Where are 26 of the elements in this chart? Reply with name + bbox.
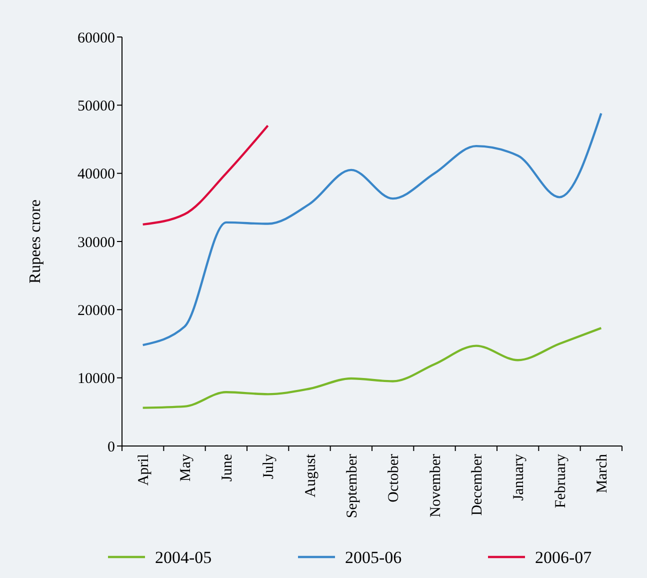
x-tick-label: August bbox=[302, 453, 319, 498]
legend-label: 2005-06 bbox=[345, 548, 402, 567]
y-tick-label: 30000 bbox=[78, 234, 115, 251]
x-tick-label: January bbox=[511, 454, 528, 501]
x-tick-label: March bbox=[594, 454, 610, 494]
line-series bbox=[142, 124, 269, 226]
x-tick-label: April bbox=[136, 454, 152, 486]
y-axis-title: Rupees crore bbox=[27, 200, 44, 284]
y-tick-label: 20000 bbox=[78, 302, 115, 319]
x-tick-label: December bbox=[469, 454, 486, 516]
y-tick-label: 40000 bbox=[78, 166, 115, 183]
legend-label: 2004-05 bbox=[155, 548, 212, 567]
line-series bbox=[142, 326, 602, 409]
x-tick-label: September bbox=[344, 454, 360, 518]
x-tick-label: November bbox=[428, 454, 444, 518]
x-tick-label: February bbox=[552, 454, 569, 508]
x-tick-label: July bbox=[261, 454, 278, 480]
y-tick-label: 50000 bbox=[78, 98, 115, 114]
line-series bbox=[142, 112, 602, 346]
legend-label: 2006-07 bbox=[535, 548, 592, 567]
x-tick-label: October bbox=[386, 454, 402, 502]
y-tick-label: 10000 bbox=[78, 371, 115, 388]
x-tick-label: June bbox=[219, 454, 236, 482]
y-tick-label: 0 bbox=[108, 439, 115, 456]
y-tick-label: 60000 bbox=[78, 30, 115, 46]
x-tick-label: May bbox=[178, 454, 194, 482]
